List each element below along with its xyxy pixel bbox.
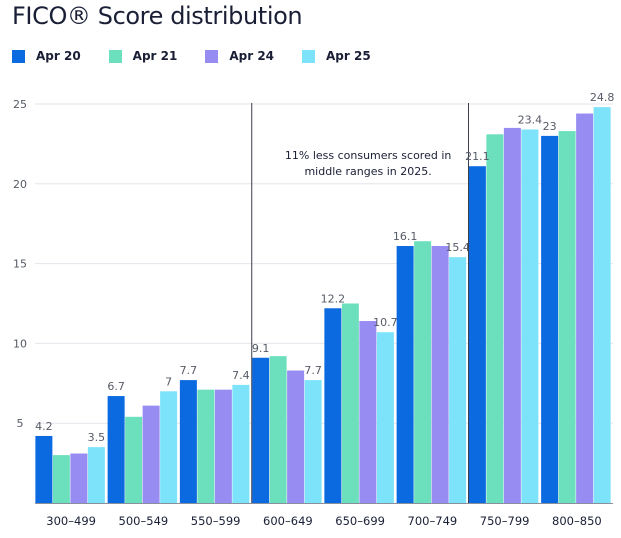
- x-tick-label: 750–799: [480, 514, 530, 528]
- data-label: 16.1: [393, 230, 418, 243]
- x-tick-label: 650–699: [335, 514, 385, 528]
- data-label: 7.7: [180, 364, 198, 377]
- x-tick-label: 300–499: [46, 514, 96, 528]
- bar: [324, 308, 342, 503]
- y-tick-label: 20: [13, 178, 27, 191]
- legend-item-apr-21: Apr 21: [108, 49, 178, 63]
- annotation-text: middle ranges in 2025.: [304, 165, 431, 178]
- data-label: 21.1: [465, 150, 490, 163]
- bar: [414, 241, 432, 503]
- legend-label: Apr 25: [326, 49, 371, 63]
- legend-item-apr-24: Apr 24: [205, 49, 274, 63]
- data-label: 23: [543, 120, 557, 133]
- bar: [52, 455, 70, 503]
- bar: [468, 166, 486, 503]
- bar: [142, 405, 160, 503]
- bar: [232, 384, 250, 503]
- data-label: 23.4: [518, 114, 543, 127]
- legend-swatch: [205, 49, 219, 63]
- bar: [214, 389, 232, 503]
- bar: [431, 246, 449, 503]
- chart-title: FICO® Score distribution: [12, 2, 303, 30]
- bar: [87, 447, 105, 503]
- legend-swatch: [302, 49, 316, 63]
- data-label: 7: [165, 375, 172, 388]
- legend-item-apr-25: Apr 25: [302, 49, 371, 63]
- x-tick-label: 600–649: [263, 514, 313, 528]
- legend-swatch: [12, 49, 25, 63]
- y-tick-label: 5: [17, 417, 24, 430]
- bar: [521, 129, 539, 503]
- bar: [396, 246, 414, 503]
- data-label: 15.4: [445, 241, 470, 254]
- bar: [269, 356, 287, 503]
- bar: [558, 131, 576, 503]
- bar: [486, 134, 504, 504]
- bar: [541, 135, 559, 503]
- bar: [35, 435, 53, 503]
- bar: [287, 370, 305, 503]
- bar: [304, 380, 322, 503]
- x-tick-label: 550–599: [191, 514, 241, 528]
- x-tick-label: 500–549: [119, 514, 169, 528]
- bar: [160, 391, 178, 503]
- legend-label: Apr 21: [132, 49, 178, 63]
- bar: [107, 396, 125, 503]
- data-label: 9.1: [252, 342, 270, 355]
- legend: Apr 20 Apr 21 Apr 24 Apr 25: [12, 47, 399, 65]
- data-label: 10.7: [373, 316, 398, 329]
- x-tick-label: 800–850: [552, 514, 602, 528]
- data-label: 6.7: [107, 380, 125, 393]
- y-tick-label: 10: [13, 337, 27, 350]
- bar: [197, 389, 215, 503]
- data-label: 7.4: [232, 369, 250, 382]
- bar: [179, 380, 197, 503]
- data-label: 3.5: [88, 431, 106, 444]
- bar: [252, 357, 270, 503]
- legend-label: Apr 24: [229, 49, 275, 63]
- legend-swatch: [108, 49, 122, 63]
- legend-label: Apr 20: [36, 49, 81, 63]
- bar: [125, 416, 143, 503]
- bar: [359, 321, 377, 503]
- y-tick-label: 15: [13, 258, 27, 271]
- bar: [376, 332, 394, 503]
- bar: [576, 113, 594, 504]
- data-label: 24.8: [590, 91, 615, 104]
- bar: [593, 107, 611, 504]
- y-tick-label: 25: [13, 98, 27, 111]
- bar: [341, 303, 359, 503]
- data-label: 12.2: [321, 292, 346, 305]
- annotation-text: 11% less consumers scored in: [285, 149, 452, 162]
- legend-item-apr-20: Apr 20: [12, 49, 81, 63]
- x-tick-label: 700–749: [408, 514, 458, 528]
- bar: [503, 127, 521, 504]
- data-label: 4.2: [35, 420, 53, 433]
- data-label: 7.7: [304, 364, 322, 377]
- bar: [449, 257, 467, 503]
- bar: [70, 453, 88, 503]
